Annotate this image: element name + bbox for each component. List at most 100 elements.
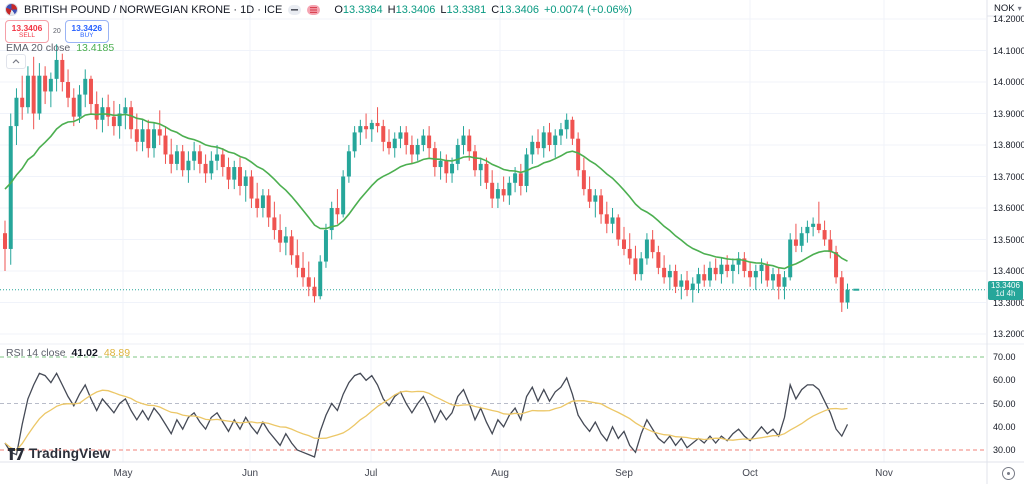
candle-body — [427, 135, 432, 149]
candle-body — [748, 271, 753, 278]
price-axis-label: 13.8000 — [993, 140, 1024, 150]
candle-body — [180, 151, 185, 171]
sell-button[interactable]: 13.3406 SELL — [5, 20, 49, 43]
candle-body — [839, 277, 844, 303]
price-axis-label: 13.2000 — [993, 329, 1024, 339]
candle-body — [375, 122, 380, 127]
candle-body — [255, 198, 260, 208]
rsi-legend-label[interactable]: RSI 14 close — [6, 347, 66, 359]
high-value: 13.3406 — [395, 3, 436, 16]
sell-label: SELL — [19, 32, 35, 39]
candle-body — [478, 163, 483, 171]
trade-panel: 13.3406 SELL 20 13.3426 BUY — [5, 20, 109, 43]
candle-body — [730, 264, 735, 271]
candle-body — [364, 126, 369, 130]
candle-body — [644, 239, 649, 259]
last-price-value: 13.3406 — [991, 280, 1020, 290]
candle-body — [845, 289, 850, 303]
candle-body — [421, 135, 426, 145]
ema-legend-label[interactable]: EMA 20 close — [6, 42, 71, 54]
candle-body — [587, 189, 592, 202]
price-axis-label: 14.1000 — [993, 45, 1024, 56]
candle-body — [667, 271, 672, 278]
rsi-axis-label: 40.00 — [993, 421, 1016, 432]
price-axis-label: 13.4000 — [993, 266, 1024, 276]
candle-body — [312, 286, 317, 297]
tradingview-mark-icon — [8, 447, 25, 460]
candle-body — [3, 233, 7, 249]
bar-countdown: 1d 4h — [995, 289, 1016, 299]
candle-body — [788, 239, 793, 278]
candle-body — [146, 129, 151, 149]
rsi-axis-label: 30.00 — [993, 445, 1016, 455]
rsi-ma-line — [4, 389, 848, 451]
time-axis-label: May — [113, 468, 133, 479]
price-axis-label: 13.9000 — [993, 108, 1024, 119]
candle-body — [461, 135, 466, 145]
tradingview-logo-text: TradingView — [29, 446, 111, 461]
candle-body — [409, 145, 414, 155]
candle-body — [581, 170, 586, 190]
candle-body — [685, 280, 690, 290]
rsi-axis-label: 70.00 — [993, 352, 1016, 362]
candle-body — [467, 135, 472, 152]
symbol-title[interactable]: BRITISH POUND / NORWEGIAN KRONE · 1D · I… — [24, 3, 283, 16]
candle-body — [318, 261, 323, 297]
candle-body — [197, 151, 202, 164]
candle-body — [54, 59, 59, 79]
candle-body — [593, 195, 598, 202]
candle-body — [765, 264, 770, 281]
price-axis-label: 14.0000 — [993, 77, 1024, 87]
collapse-pane-button[interactable] — [6, 54, 26, 69]
spread-value: 20 — [53, 28, 61, 35]
candle-body — [37, 75, 42, 114]
ema-line — [4, 113, 848, 270]
time-axis-label: Nov — [875, 468, 893, 479]
candle-body — [215, 154, 220, 161]
candle-body — [627, 248, 632, 259]
candle-body — [392, 138, 397, 149]
candle-body — [66, 82, 71, 98]
candle-body — [369, 122, 374, 130]
candle-body — [547, 132, 552, 145]
rsi-axis-label: 60.00 — [993, 375, 1016, 386]
tradingview-logo[interactable]: TradingView — [8, 446, 110, 461]
candle-body — [20, 97, 25, 108]
candle-body — [232, 167, 237, 180]
candle-body — [736, 258, 741, 265]
candle-body — [536, 141, 541, 149]
candle-body — [438, 160, 443, 168]
buy-button[interactable]: 13.3426 BUY — [64, 20, 109, 43]
time-axis-label: Oct — [742, 468, 758, 479]
price-axis-label: 13.5000 — [993, 234, 1024, 245]
candle-body — [77, 94, 82, 117]
high-label: H — [387, 3, 396, 16]
chevron-up-icon — [12, 59, 20, 64]
candle-body — [564, 119, 569, 130]
candle-body — [398, 132, 403, 139]
time-axis-label: Jul — [364, 468, 378, 479]
candle-body — [8, 126, 13, 249]
menu-pill-icon[interactable] — [307, 4, 321, 15]
candle-body — [48, 78, 53, 92]
candle-body — [776, 274, 781, 287]
candle-body — [31, 75, 36, 114]
candle-body — [260, 195, 265, 208]
candle-body — [725, 264, 730, 271]
candle-body — [707, 267, 712, 281]
candle-body — [621, 239, 626, 249]
candle-body — [455, 145, 460, 164]
low-value: 13.3381 — [446, 3, 487, 16]
candle-body — [43, 75, 48, 92]
minus-pill-icon[interactable] — [288, 4, 302, 15]
price-axis-currency[interactable]: NOK ▾ — [994, 3, 1022, 14]
candle-body — [518, 173, 523, 186]
candle-body — [278, 230, 283, 243]
candle-body — [690, 283, 695, 290]
candle-body — [742, 258, 747, 271]
candle-body — [358, 126, 363, 133]
candle-body — [610, 217, 615, 224]
settings-icon[interactable] — [1002, 467, 1015, 480]
